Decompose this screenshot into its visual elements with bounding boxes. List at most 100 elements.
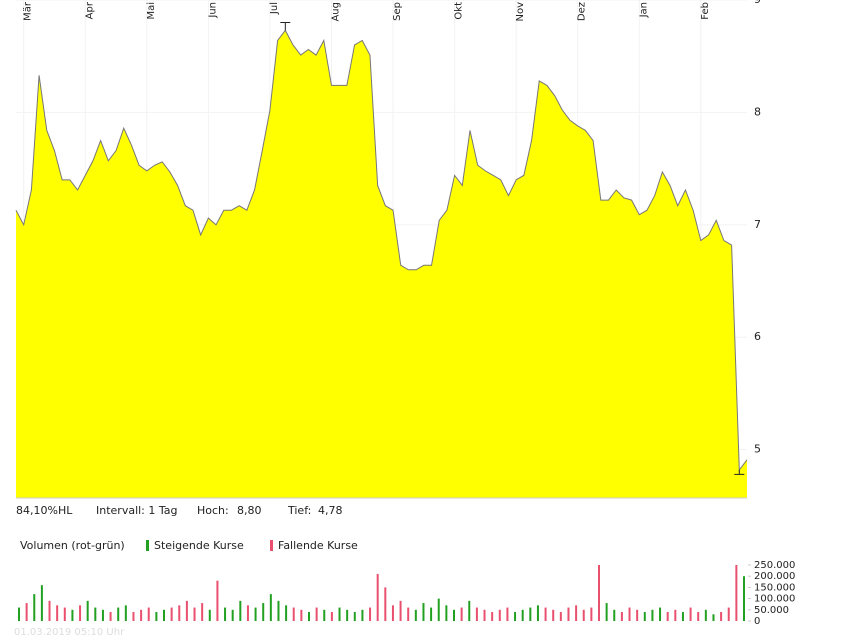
volume-bar [743,576,745,621]
volume-bar [544,607,547,621]
volume-bar [269,594,272,621]
volume-bar [720,612,723,621]
volume-bar [132,612,135,621]
legend-label: Fallende Kurse [278,539,358,552]
volume-bar [277,600,280,621]
volume-bar [659,607,662,621]
stat-low: 4,78 [318,504,343,517]
volume-bar [254,607,257,621]
y-tick-label: 8 [754,105,761,118]
extreme-marker [280,21,291,31]
volume-bar [246,605,249,621]
x-tick-label: Dez [577,2,588,21]
volume-bar [636,609,639,621]
volume-bar [300,609,303,621]
volume-bar [18,607,20,621]
price-area [16,30,747,499]
volume-bar [40,585,43,621]
volume-bar [567,607,570,621]
volume-bar [86,600,89,621]
volume-bar [704,609,707,621]
volume-bar [613,609,616,621]
volume-bar [407,607,410,621]
volume-bar [308,612,310,621]
x-tick-label: Mär [23,1,34,21]
volume-bar [536,605,539,621]
volume-bar [628,607,631,621]
y-tick-label: 0 [754,616,760,627]
y-tick-label: 250.000 [754,560,795,571]
volume-bar [33,594,36,621]
volume-bar [231,609,234,621]
volume-bar [460,607,463,621]
volume-bar [25,603,28,621]
volume-bar [468,600,471,621]
volume-bar [292,607,295,621]
volume-bar [559,612,562,621]
volume-bar [620,612,623,621]
legend-label: Steigende Kurse [154,539,244,552]
volume-bar [353,612,356,621]
volume-bar [521,609,524,621]
volume-bar [491,612,494,621]
volume-bar [453,609,455,621]
volume-bar [124,605,127,621]
x-tick-label: Jun [207,2,218,19]
volume-bar [437,598,440,621]
volume-bar [216,580,219,621]
volume-bar [681,612,684,621]
y-tick-label: 200.000 [754,571,795,582]
y-tick-label: 6 [754,330,761,343]
volume-bar [346,609,349,621]
x-tick-label: Jan [638,2,649,18]
volume-bar [712,614,715,621]
volume-bar [140,609,143,621]
volume-bar [63,607,66,621]
x-tick-label: Mai [146,2,157,20]
volume-bar [498,609,501,621]
volume-bar [529,607,532,621]
x-tick-label: Sep [392,2,403,21]
volume-bar [224,607,227,621]
stat-high-label: Hoch: [197,504,229,517]
extreme-marker [734,469,745,475]
volume-bar [643,612,646,621]
volume-bar [651,609,654,621]
legend-swatch [146,540,149,551]
x-tick-label: Jul [269,2,280,15]
volume-bar [369,607,372,621]
volume-bar [514,612,517,621]
volume-bar [330,612,333,621]
volume-bar [170,607,173,621]
volume-bar [239,600,242,621]
volume-bar [117,607,120,621]
volume-bar [674,609,677,621]
volume-bar [590,607,593,621]
volume-bar [430,607,433,621]
volume-bar [315,607,318,621]
volume-bar [735,565,738,621]
y-tick-label: 5 [754,443,761,456]
volume-bar [163,609,165,621]
volume-bar [101,609,104,621]
volume-bar [414,609,417,621]
y-tick-label: 9 [754,0,761,6]
volume-bar [323,609,326,621]
volume-bar [689,607,692,621]
stat-hl: 84,10%HL [16,504,73,517]
price-line [15,29,748,472]
x-tick-label: Apr [84,1,95,19]
volume-bar [582,609,585,621]
legend-swatch [270,540,273,551]
volume-bar [475,607,478,621]
y-tick-label: 50.000 [754,605,789,616]
volume-bar [605,603,608,621]
volume-bar [208,609,211,621]
volume-bar [109,612,112,621]
volume-bar [201,603,204,621]
volume-bar [71,609,74,621]
volume-bar [575,605,578,621]
y-tick-label: 150.000 [754,582,795,593]
